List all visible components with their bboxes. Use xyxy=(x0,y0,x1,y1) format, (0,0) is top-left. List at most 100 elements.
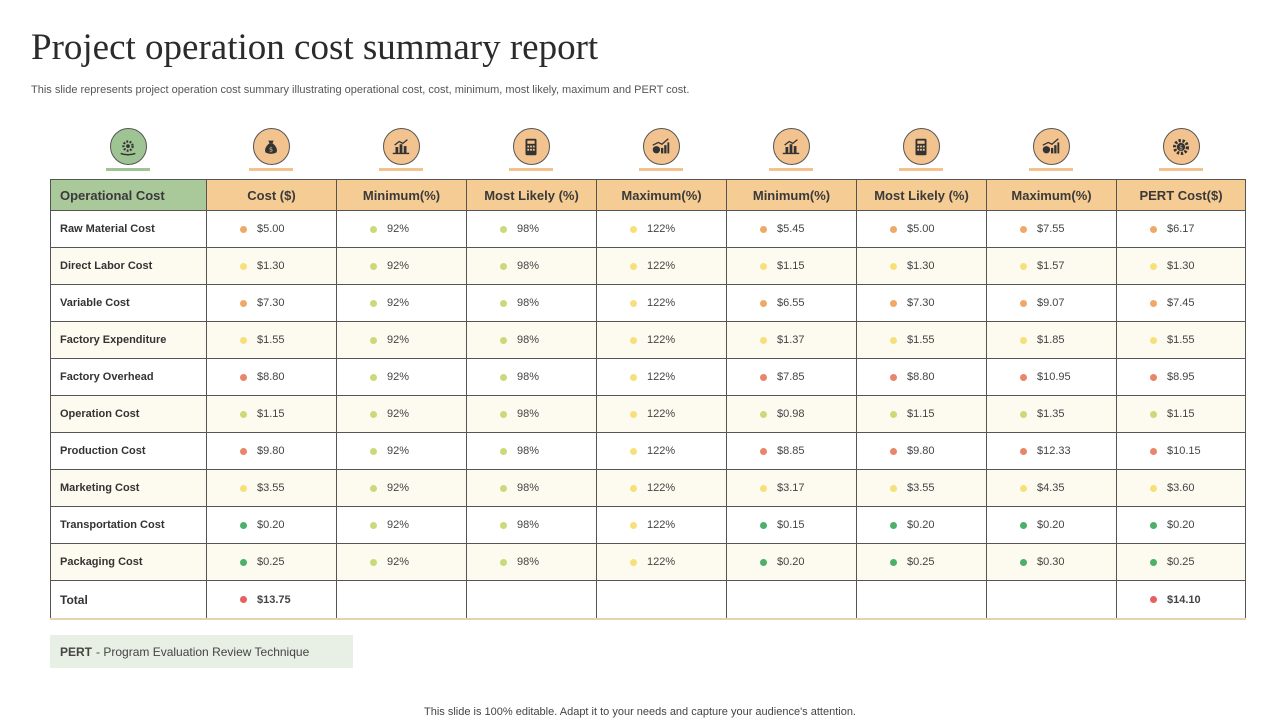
table-cell: $9.07 xyxy=(986,284,1117,322)
table-cell: 122% xyxy=(596,284,727,322)
cell-value: 98% xyxy=(517,556,540,568)
cell-value: $7.30 xyxy=(907,297,935,309)
status-dot xyxy=(760,521,767,529)
cell-value: $10.15 xyxy=(1167,445,1201,457)
icon-row: $ $ xyxy=(50,128,1245,174)
row-label: Factory Expenditure xyxy=(50,321,207,359)
status-dot xyxy=(890,521,897,529)
cell-value: $0.20 xyxy=(1167,519,1195,531)
status-dot xyxy=(630,373,637,381)
table-cell: $0.20 xyxy=(986,506,1117,544)
table-cell: 92% xyxy=(336,543,467,581)
cell-value: 122% xyxy=(647,482,676,494)
table-cell: 98% xyxy=(466,210,597,248)
status-dot xyxy=(630,299,637,307)
icon-cell xyxy=(336,128,466,174)
status-dot xyxy=(1150,521,1157,529)
status-dot xyxy=(630,447,637,455)
cell-value: $0.25 xyxy=(1167,556,1195,568)
table-cell: 122% xyxy=(596,247,727,285)
svg-text:$: $ xyxy=(269,145,273,153)
table-cell: $1.15 xyxy=(1116,395,1246,433)
table-cell: $5.45 xyxy=(726,210,857,248)
cell-value: $1.35 xyxy=(1037,408,1065,420)
row-label: Factory Overhead xyxy=(50,358,207,396)
column-header: Minimum(%) xyxy=(726,179,857,211)
cell-value: $8.95 xyxy=(1167,371,1195,383)
table-cell: $4.35 xyxy=(986,469,1117,507)
icon-cell: $ xyxy=(206,128,336,174)
table-row: Factory Overhead $8.80 92% 98% 122% $7.85 $8.8… xyxy=(50,358,1246,396)
cell-value: $9.80 xyxy=(907,445,935,457)
icon-cell xyxy=(986,128,1116,174)
cost-summary-table: Operational Cost Cost ($) Minimum(%) Most L… xyxy=(50,179,1246,620)
table-cell: 98% xyxy=(466,247,597,285)
table-cell: $5.00 xyxy=(856,210,987,248)
svg-text:$: $ xyxy=(1179,144,1183,151)
table-cell: 92% xyxy=(336,210,467,248)
table-cell: 92% xyxy=(336,358,467,396)
cell-value: $1.30 xyxy=(1167,260,1195,272)
status-dot xyxy=(500,225,507,233)
table-cell: $3.55 xyxy=(206,469,337,507)
table-cell: 98% xyxy=(466,543,597,581)
status-dot xyxy=(1020,521,1027,529)
status-dot xyxy=(890,299,897,307)
cell-value: 122% xyxy=(647,223,676,235)
cell-value: 98% xyxy=(517,371,540,383)
footer-text: This slide is 100% editable. Adapt it to… xyxy=(424,706,856,718)
cell-value: $1.15 xyxy=(257,408,285,420)
status-dot xyxy=(240,596,247,603)
table-cell: $8.80 xyxy=(856,358,987,396)
table-cell: 122% xyxy=(596,432,727,470)
pert-definition-note: PERT - Program Evaluation Review Techniq… xyxy=(50,635,353,668)
table-cell: $7.85 xyxy=(726,358,857,396)
row-label: Marketing Cost xyxy=(50,469,207,507)
cell-value: $3.17 xyxy=(777,482,805,494)
cell-value: 98% xyxy=(517,297,540,309)
status-dot xyxy=(890,447,897,455)
table-cell: $1.15 xyxy=(856,395,987,433)
status-dot xyxy=(1150,596,1157,603)
gear-hand-icon xyxy=(109,128,147,165)
column-header: PERT Cost($) xyxy=(1116,179,1246,211)
table-cell: $6.55 xyxy=(726,284,857,322)
table-cell: 92% xyxy=(336,284,467,322)
table-cell: $1.55 xyxy=(206,321,337,359)
status-dot xyxy=(370,299,377,307)
table-row: Direct Labor Cost $1.30 92% 98% 122% $1.15 $1.… xyxy=(50,247,1246,285)
icon-underline xyxy=(509,168,553,171)
status-dot xyxy=(760,558,767,566)
table-cell: 98% xyxy=(466,321,597,359)
cell-value: $1.30 xyxy=(907,260,935,272)
icon-underline xyxy=(249,168,293,171)
status-dot xyxy=(240,447,247,455)
row-label: Production Cost xyxy=(50,432,207,470)
cell-value: $8.80 xyxy=(257,371,285,383)
table-cell: 92% xyxy=(336,395,467,433)
table-row: Packaging Cost $0.25 92% 98% 122% $0.20 $0.25 $… xyxy=(50,543,1246,581)
table-cell: $8.95 xyxy=(1116,358,1246,396)
status-dot xyxy=(370,447,377,455)
bar-chart-money-icon xyxy=(772,128,810,165)
cell-value: 92% xyxy=(387,408,410,420)
cell-value: 122% xyxy=(647,334,676,346)
cell-value: 92% xyxy=(387,297,410,309)
table-row: Variable Cost $7.30 92% 98% 122% $6.55 $7.30 $9… xyxy=(50,284,1246,322)
table-cell: $8.80 xyxy=(206,358,337,396)
status-dot xyxy=(1020,558,1027,566)
page-subtitle: This slide represents project operation … xyxy=(31,84,690,96)
cell-value: 122% xyxy=(647,519,676,531)
status-dot xyxy=(240,484,247,492)
cell-value: $1.57 xyxy=(1037,260,1065,272)
status-dot xyxy=(760,447,767,455)
table-cell: $0.20 xyxy=(726,543,857,581)
table-cell: $3.55 xyxy=(856,469,987,507)
cell-value: $1.15 xyxy=(1167,408,1195,420)
status-dot xyxy=(370,410,377,418)
column-header: Cost ($) xyxy=(206,179,337,211)
column-header: Maximum(%) xyxy=(986,179,1117,211)
status-dot xyxy=(500,484,507,492)
total-row: Total $13.75 $14.10 xyxy=(50,580,1246,620)
status-dot xyxy=(630,521,637,529)
